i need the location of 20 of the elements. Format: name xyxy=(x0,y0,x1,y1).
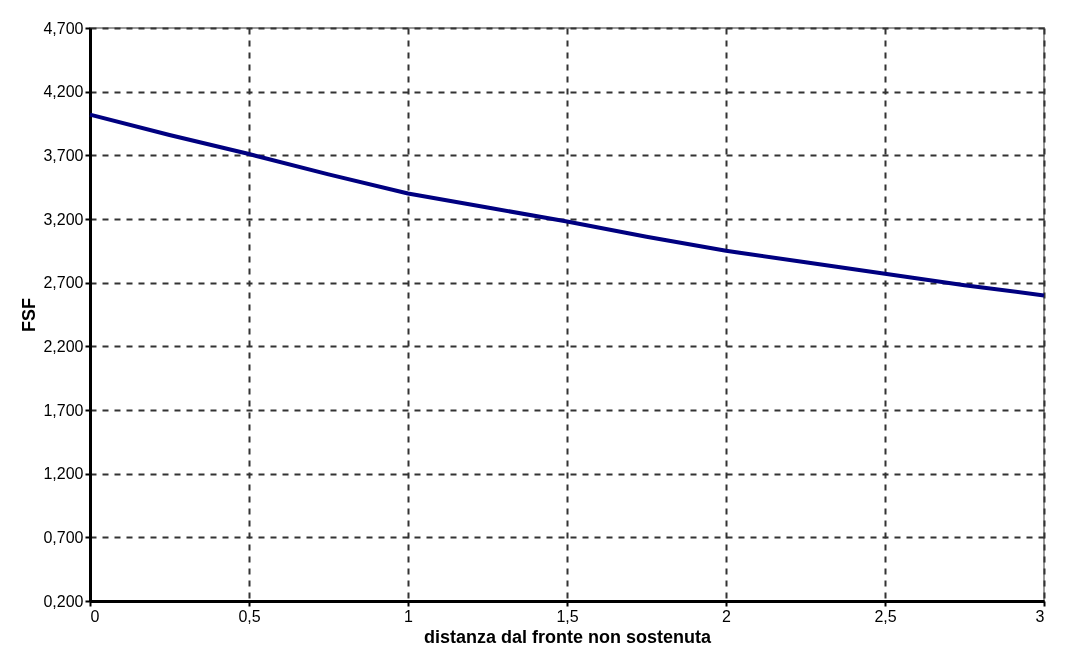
x-tick-label: 2,5 xyxy=(874,607,897,625)
x-tick-label: 1 xyxy=(404,607,414,625)
line-series xyxy=(88,112,1046,298)
y-axis-title: FSF xyxy=(19,298,40,332)
x-axis-title: distanza dal fronte non sostenuta xyxy=(423,626,712,647)
x-tick-label: 3 xyxy=(1035,607,1045,625)
x-tick-label: 1,5 xyxy=(556,607,579,625)
y-tick-label: 2,700 xyxy=(43,274,84,292)
y-tick-label: 1,700 xyxy=(43,401,84,419)
y-tick-label: 3,200 xyxy=(43,210,84,228)
y-tick-label: 0,700 xyxy=(43,528,84,546)
y-tick-label: 0,200 xyxy=(43,592,84,610)
x-tick-label: 2 xyxy=(722,607,732,625)
y-tick-label: 3,700 xyxy=(43,146,84,164)
x-tick-label: 0,5 xyxy=(238,607,261,625)
x-tick-label: 0 xyxy=(90,607,100,625)
y-tick-label: 2,200 xyxy=(43,337,84,355)
y-tick-label: 4,700 xyxy=(43,19,84,37)
y-tick-label: 1,200 xyxy=(43,465,84,483)
y-tick-label: 4,200 xyxy=(43,83,84,101)
